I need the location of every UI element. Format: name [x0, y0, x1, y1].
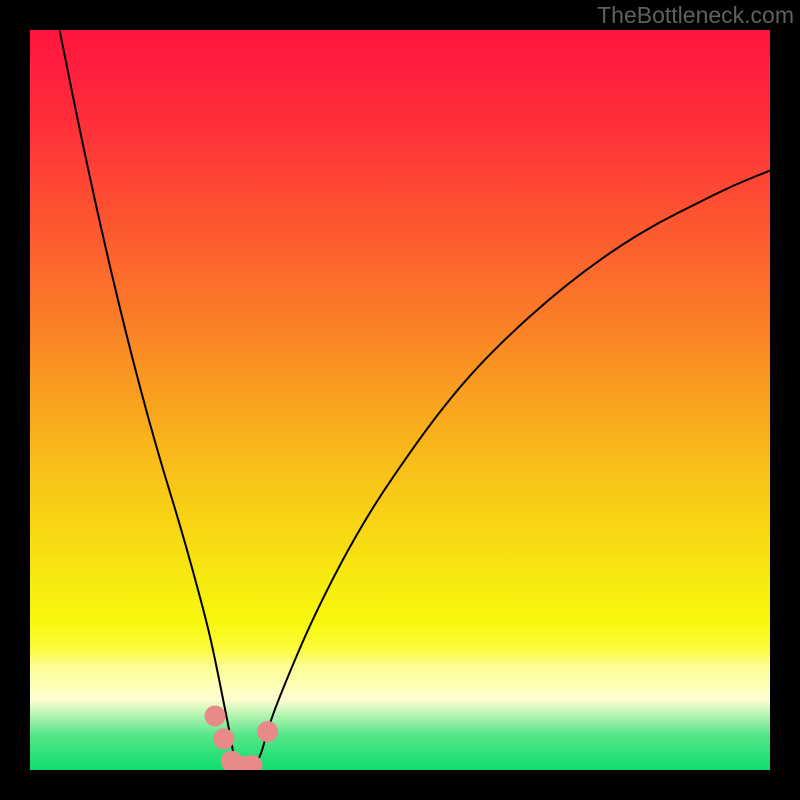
chart-container: TheBottleneck.com [0, 0, 800, 800]
marker-point [258, 722, 278, 742]
marker-point [205, 706, 225, 726]
gradient-background [30, 30, 770, 770]
chart-svg [30, 30, 770, 770]
plot-area [30, 30, 770, 770]
watermark-label: TheBottleneck.com [597, 2, 794, 29]
marker-point [214, 729, 234, 749]
